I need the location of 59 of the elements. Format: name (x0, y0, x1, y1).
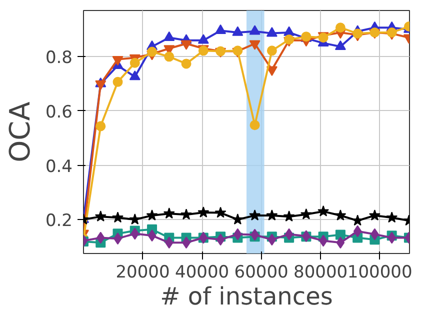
point (352, 28, 363, 39)
point (386, 28, 397, 38)
point (232, 26, 244, 36)
point (130, 228, 140, 240)
x-tick-label: 100000 (347, 262, 412, 282)
point (268, 234, 276, 246)
point (163, 208, 175, 219)
point (283, 210, 295, 222)
point (318, 205, 330, 216)
point (164, 31, 175, 42)
point (164, 236, 174, 249)
point (232, 214, 244, 225)
point (130, 58, 140, 68)
y-axis-title: OCA (3, 102, 36, 162)
point (368, 209, 380, 220)
point (198, 206, 210, 218)
x-tick-label: 40000 (175, 262, 230, 282)
x-tick-label: 80000 (294, 262, 348, 282)
x-tick-label: 20000 (116, 262, 170, 282)
point (129, 214, 141, 225)
point (96, 121, 106, 132)
x-tick-label: 60000 (234, 262, 288, 282)
point (181, 58, 192, 69)
point (215, 24, 226, 34)
point (112, 76, 123, 87)
point (198, 34, 209, 44)
point (249, 209, 261, 220)
y-tick-label: 0.2 (45, 211, 73, 232)
point (147, 46, 158, 57)
point (284, 26, 295, 36)
point (300, 208, 312, 220)
point (266, 27, 278, 37)
y-tick-label: 0.6 (45, 102, 73, 122)
point (164, 52, 174, 62)
point (284, 228, 294, 240)
point (334, 40, 346, 50)
point (336, 236, 345, 249)
point (266, 46, 277, 56)
point (216, 234, 225, 246)
point (249, 25, 260, 35)
point (353, 225, 362, 238)
point (388, 232, 396, 244)
point (146, 209, 158, 220)
point (148, 230, 156, 242)
point (250, 120, 260, 130)
y-tick-label: 0.8 (45, 48, 73, 68)
y-tick-label: 0.4 (45, 156, 73, 177)
point (266, 209, 278, 220)
point (96, 232, 105, 244)
point (334, 209, 346, 220)
point (112, 212, 124, 223)
point (94, 210, 106, 222)
x-axis-title: # of instances (160, 282, 333, 310)
point (352, 214, 364, 226)
point (180, 208, 192, 220)
point (335, 22, 346, 33)
point (386, 212, 398, 223)
point (129, 70, 140, 80)
point (214, 206, 226, 218)
